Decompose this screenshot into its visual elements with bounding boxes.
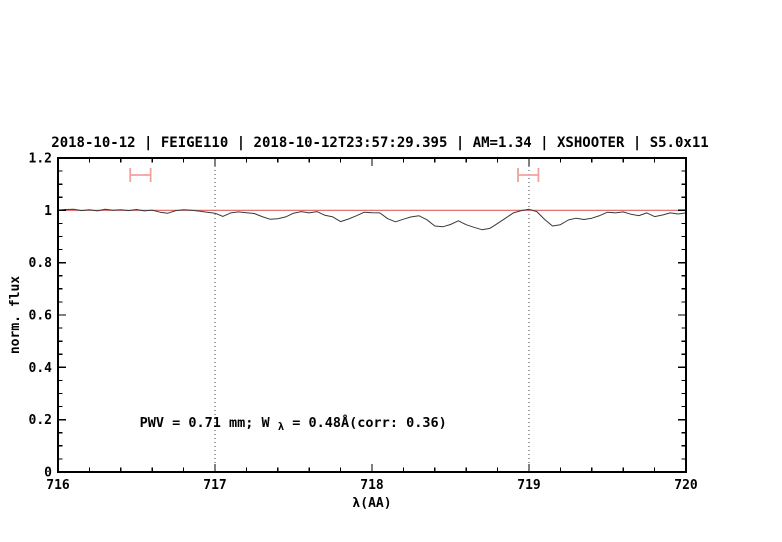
pwv-interval-marker — [129, 168, 152, 183]
x-tick-label: 718 — [360, 478, 384, 493]
x-axis-label: λ(AA) — [352, 496, 391, 511]
y-tick-label: 0.8 — [29, 256, 53, 271]
pwv-annotation: PWV = 0.71 mm; W λ = 0.48Å(corr: 0.36) — [140, 414, 447, 434]
y-tick-label: 0 — [44, 466, 52, 481]
spectrum-line — [57, 208, 687, 231]
pwv-interval-marker — [517, 168, 540, 183]
y-tick-label: 0.4 — [29, 361, 53, 376]
y-tick-label: 0.6 — [29, 309, 53, 324]
x-tick-label: 720 — [674, 478, 698, 493]
plot-frame — [57, 157, 687, 473]
plot-title: 2018-10-12 | FEIGE110 | 2018-10-12T23:57… — [51, 135, 708, 151]
x-tick-labels-group: 716 717 718 719 720 — [46, 478, 698, 493]
annotation-lambda-subscript: λ — [278, 421, 284, 433]
pwv-interval-markers-group — [129, 168, 540, 183]
x-tick-label: 719 — [517, 478, 540, 493]
y-tick-label: 0.2 — [29, 413, 52, 428]
annotation-text-main: PWV = 0.71 mm; W — [140, 415, 271, 431]
y-tick-label: 1.2 — [29, 152, 52, 167]
x-tick-label: 717 — [203, 478, 226, 493]
y-tick-label: 1 — [44, 204, 52, 219]
y-axis-label: norm. flux — [8, 276, 23, 354]
annotation-text-tail: = 0.48Å(corr: 0.36) — [292, 414, 446, 431]
y-tick-labels-group: 0 0.2 0.4 0.6 0.8 1 1.2 — [29, 152, 53, 481]
x-tick-label: 716 — [46, 478, 70, 493]
